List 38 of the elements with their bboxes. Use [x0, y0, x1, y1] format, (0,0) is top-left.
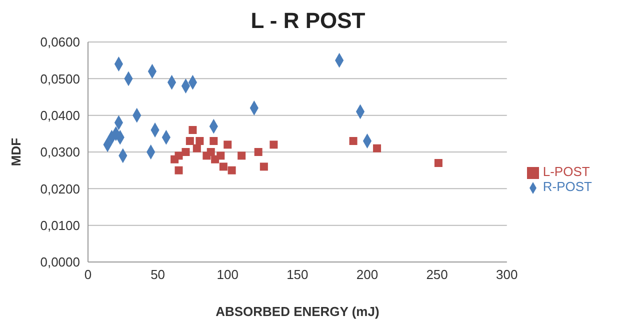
x-tick-label: 200 — [356, 267, 378, 282]
point — [196, 137, 204, 145]
point — [216, 152, 225, 160]
y-tick-label: 0,0400 — [40, 108, 80, 123]
y-tick-label: 0,0300 — [40, 144, 80, 160]
point — [192, 144, 201, 152]
y-tick-label: 0,0100 — [40, 218, 80, 233]
x-tick-label: 300 — [496, 267, 518, 282]
y-tick-label: 0,0200 — [40, 181, 80, 196]
x-tick-label: 50 — [150, 267, 166, 282]
point — [270, 140, 278, 149]
legend-label: R-POST — [542, 179, 592, 194]
point — [434, 159, 442, 167]
x-tick-label: 150 — [286, 267, 308, 282]
y-tick-label: 0,0500 — [40, 71, 80, 86]
point — [174, 166, 183, 174]
point — [206, 148, 215, 156]
point — [373, 144, 382, 152]
y-tick-label: 0,0000 — [40, 254, 80, 270]
x-tick-label: 0 — [84, 267, 92, 282]
y-tick-label: 0,0600 — [40, 34, 80, 50]
point — [210, 137, 218, 145]
point — [238, 152, 246, 160]
point — [188, 126, 197, 134]
point — [349, 137, 358, 145]
point — [224, 140, 232, 149]
x-tick-label: 100 — [216, 267, 238, 282]
x-tick-label: 250 — [426, 267, 448, 282]
point — [182, 148, 190, 156]
chart-title: L - R POST — [250, 8, 366, 34]
point — [260, 162, 268, 171]
point — [186, 137, 194, 145]
y-axis-title: MDF — [8, 138, 24, 166]
legend-label: L-POST — [542, 164, 590, 179]
x-axis-title: ABSORBED ENERGY (mJ) — [216, 304, 380, 319]
point — [219, 162, 228, 171]
point — [228, 166, 236, 174]
point — [254, 148, 262, 156]
